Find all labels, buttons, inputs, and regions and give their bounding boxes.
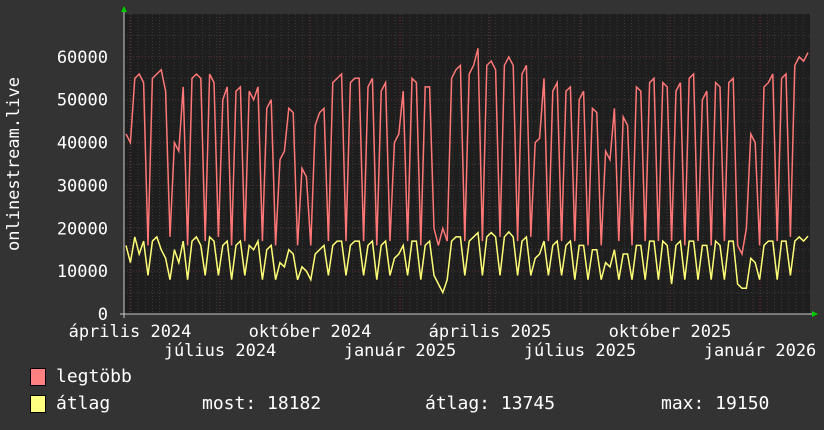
x-axis-arrow-icon: [812, 311, 818, 317]
stat-current: most: 18182: [202, 393, 322, 414]
y-tick-label: 10000: [57, 262, 108, 282]
x-tick-label: április 2024: [69, 322, 192, 342]
x-tick-label: július 2024: [164, 341, 277, 361]
y-axis-arrow-icon: [121, 6, 127, 12]
stat-max: max: 19150: [661, 393, 770, 414]
x-tick-label: január 2026: [704, 341, 817, 361]
y-tick-label: 50000: [57, 91, 108, 111]
series-lines: [125, 48, 809, 295]
y-ticks: 0 10000 20000 30000 40000 50000 60000: [57, 48, 108, 325]
legend-label: átlag: [56, 393, 111, 414]
y-axis-label: onlinestream.live: [4, 77, 24, 251]
x-tick-label: április 2025: [429, 322, 552, 342]
x-tick-label: január 2025: [344, 341, 457, 361]
legend-swatch-avg: [30, 394, 46, 413]
y-tick-label: 20000: [57, 219, 108, 239]
legend-swatch-max: [30, 367, 46, 386]
y-tick-label: 30000: [57, 176, 108, 196]
x-tick-label: július 2025: [524, 341, 637, 361]
series-line-avg: [125, 230, 809, 295]
y-tick-label: 60000: [57, 48, 108, 68]
legend-label: legtöbb: [56, 366, 132, 387]
x-tick-label: október 2025: [609, 322, 732, 342]
y-tick-label: 0: [98, 305, 108, 325]
series-line-max: [125, 48, 809, 257]
legend-item-max: legtöbb: [30, 366, 132, 387]
legend-item-avg: átlag: [30, 393, 110, 414]
x-tick-label: október 2024: [249, 322, 372, 342]
chart: 0 10000 20000 30000 40000 50000 60000 április …: [4, 6, 818, 361]
stat-average: átlag: 13745: [425, 393, 556, 414]
y-tick-label: 40000: [57, 134, 108, 154]
